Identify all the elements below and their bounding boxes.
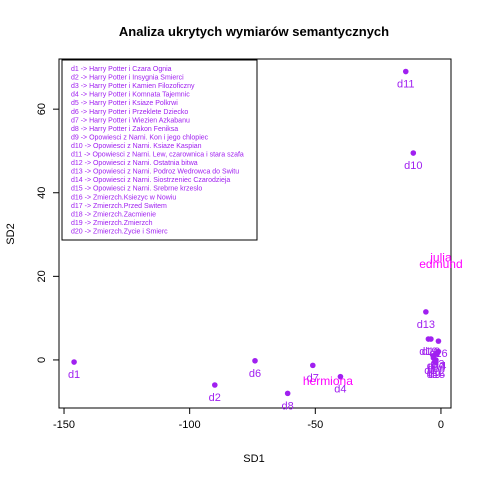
document-label: d6	[249, 368, 261, 380]
document-label: d16	[429, 348, 447, 360]
plot-box	[58, 58, 452, 409]
term-label: julia	[429, 251, 452, 265]
document-label: d10	[404, 160, 422, 172]
legend-entry: d11 -> Opowiesci z Narni. Lew, czarownic…	[71, 152, 244, 159]
document-label: d1	[68, 369, 80, 381]
document-label: d17	[424, 365, 442, 377]
y-tick-label: 0	[36, 357, 48, 363]
y-tick-label: 40	[36, 187, 48, 199]
legend-entry: d15 -> Opowiesci z Narni. Srebrne krzesl…	[71, 186, 202, 193]
document-point	[337, 373, 344, 380]
legend-entry: d8 -> Harry Potter i Zakon Feniksa	[71, 126, 178, 133]
document-label: d3	[432, 359, 444, 371]
legend-entry: d13 -> Opowiesci z Narni. Podroz Wedrowc…	[71, 169, 239, 176]
x-tick-label: -50	[307, 419, 323, 431]
legend-entry: d9 -> Opowiesci z Narni. Kon i jego chlo…	[71, 134, 209, 141]
y-tick-label: 20	[36, 270, 48, 282]
document-point	[425, 336, 432, 342]
document-point	[211, 382, 218, 388]
document-point	[284, 390, 291, 397]
legend-entry: d18 -> Zmierzch.Zacmienie	[71, 211, 156, 218]
legend-entry: d3 -> Harry Potter i Kamien Filozoficzny	[71, 83, 195, 90]
legend-entry: d1 -> Harry Potter i Czara Ognia	[71, 66, 172, 73]
legend-entry: d14 -> Opowiesci z Narni. Siostrzeniec C…	[71, 177, 230, 184]
y-tick-label: 60	[36, 103, 48, 115]
document-label: d15	[427, 369, 445, 381]
chart-title: Analiza ukrytych wymiarów semantycznych	[119, 24, 389, 39]
x-axis-label: SD1	[243, 453, 264, 465]
document-point	[430, 355, 437, 361]
term-label: hermiona	[303, 374, 353, 388]
document-label: d12	[427, 367, 445, 379]
document-points	[71, 68, 442, 397]
legend-entry: d12 -> Opowiesci z Narni. Ostatnia bitwa	[71, 160, 198, 167]
legend-entry: d16 -> Zmierzch.Ksiezyc w Nowiu	[71, 194, 176, 201]
document-label: d19	[419, 346, 437, 358]
legend-entry: d10 -> Opowiesci z Narni. Ksiaze Kaspian	[71, 143, 202, 150]
document-label: d13	[417, 319, 435, 331]
x-axis: -150 -100 -50 0	[53, 408, 444, 431]
x-tick-label: 0	[438, 419, 444, 431]
document-label: d7	[307, 372, 319, 384]
y-axis-label: SD2	[5, 223, 17, 244]
document-label: d14	[428, 361, 446, 373]
document-label: d11	[397, 79, 415, 91]
document-label: d5	[427, 363, 439, 375]
legend-entry: d7 -> Harry Potter i Wiezien Azkabanu	[71, 117, 190, 124]
legend-entry: d2 -> Harry Potter i Insygnia Smierci	[71, 75, 184, 82]
legend-entry: d5 -> Harry Potter i Ksiaze Polkrwi	[71, 100, 178, 107]
document-point	[423, 309, 429, 315]
legend-box	[61, 59, 258, 241]
document-label: d4	[334, 384, 346, 396]
x-tick-label: -100	[179, 419, 201, 431]
document-point	[309, 362, 316, 369]
legend: d1 -> Harry Potter i Czara Ognia d2 -> Ha…	[61, 59, 258, 241]
document-point	[435, 338, 442, 344]
y-axis: 0 20 40 60	[36, 103, 59, 363]
legend-entry: d19 -> Zmierzch.Zmierzch	[71, 220, 153, 227]
document-label: d20	[427, 361, 445, 373]
term-label: edmund	[419, 257, 462, 271]
document-point	[402, 68, 409, 75]
document-point	[410, 150, 417, 156]
document-point	[71, 359, 77, 365]
legend-entry: d4 -> Harry Potter i Komnata Tajemnic	[71, 92, 190, 99]
document-point	[433, 350, 439, 357]
document-point	[433, 359, 439, 365]
legend-entry: d17 -> Zmierzch.Przed Switem	[71, 203, 167, 210]
document-label: d9	[429, 369, 441, 381]
document-label: d2	[209, 392, 221, 404]
legend-entry: d20 -> Zmierzch.Zycie i Smierc	[71, 228, 168, 235]
x-tick-label: -150	[53, 419, 75, 431]
legend-entry: d6 -> Harry Potter i Przeklete Dziecko	[71, 109, 188, 116]
document-label: d8	[282, 400, 294, 412]
document-label: d18	[422, 346, 440, 358]
document-point	[252, 357, 258, 364]
